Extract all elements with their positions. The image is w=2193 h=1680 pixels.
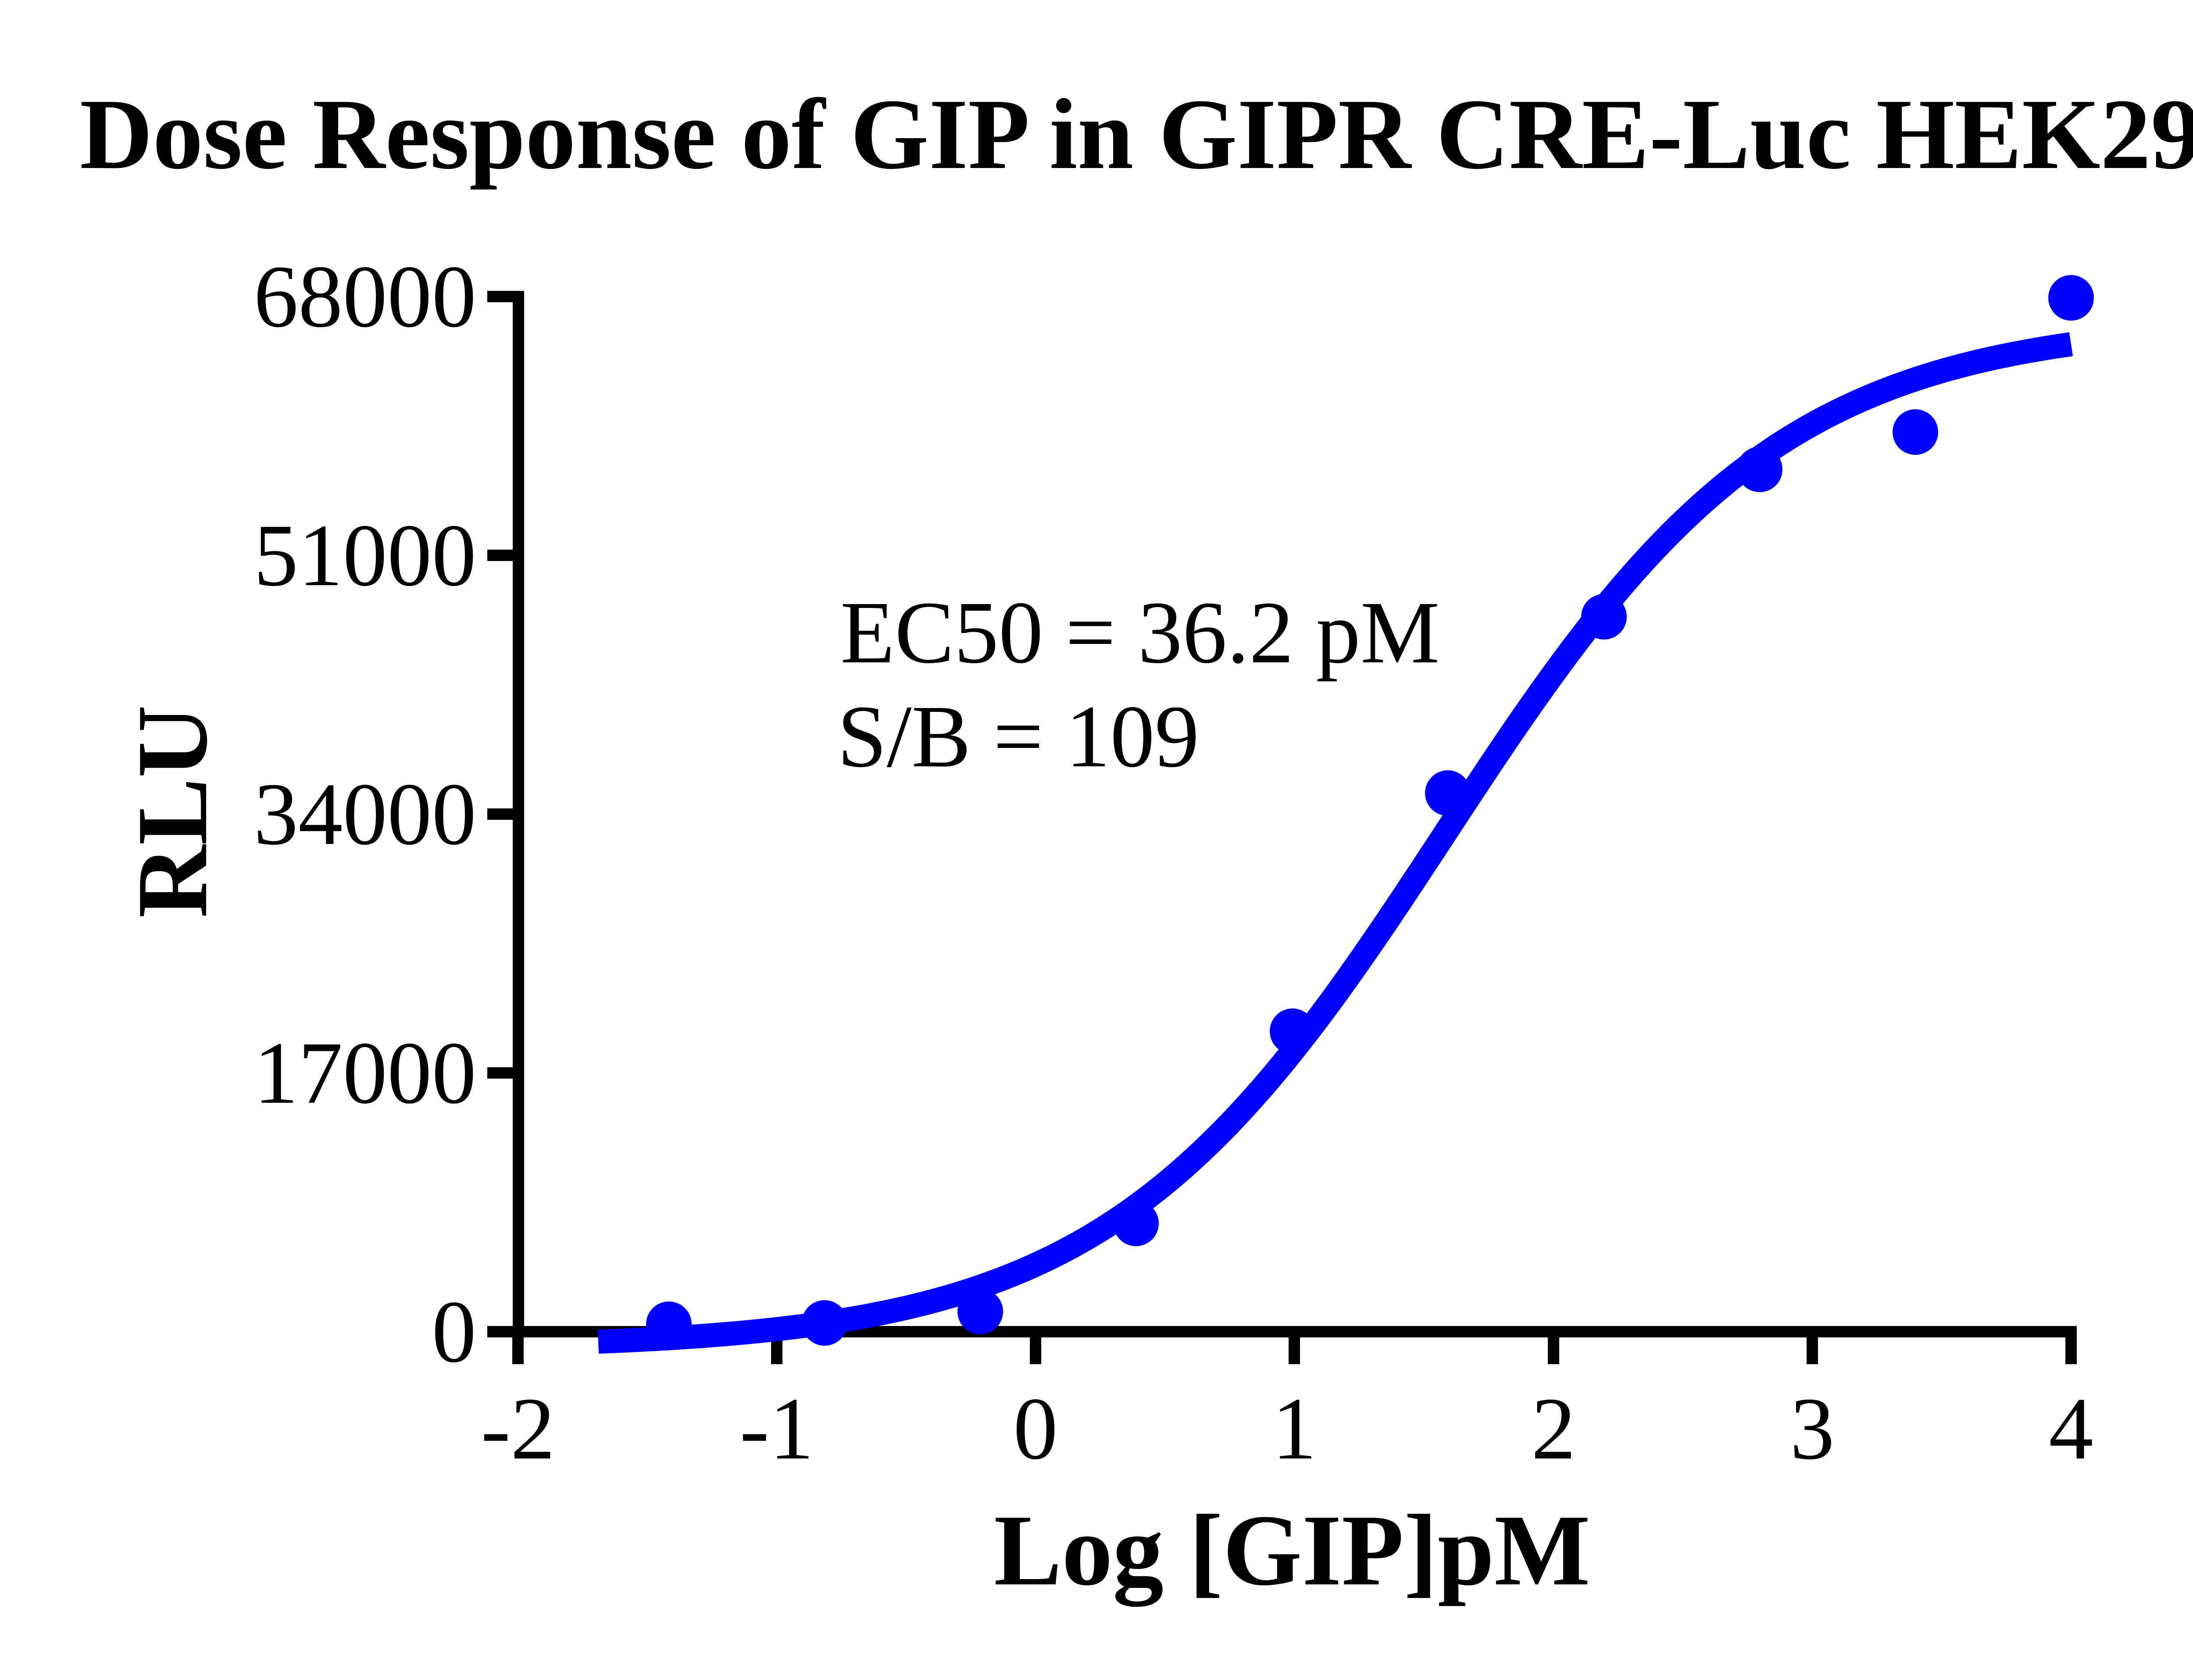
svg-text:1: 1 [1272,1379,1317,1478]
svg-text:2: 2 [1531,1379,1576,1478]
svg-text:3: 3 [1790,1379,1835,1478]
svg-text:51000: 51000 [254,506,477,604]
svg-text:-1: -1 [739,1379,814,1478]
svg-text:34000: 34000 [254,765,477,863]
svg-text:S/B = 109: S/B = 109 [837,687,1199,786]
svg-text:4: 4 [2049,1379,2093,1478]
svg-text:0: 0 [1013,1379,1058,1478]
svg-text:0: 0 [432,1282,477,1381]
svg-text:Dose Response of GIP in GIPR C: Dose Response of GIP in GIPR CRE-Luc HEK… [80,78,2193,190]
svg-text:17000: 17000 [254,1023,477,1122]
svg-text:EC50 = 36.2 pM: EC50 = 36.2 pM [840,583,1439,682]
svg-text:-2: -2 [481,1379,555,1478]
svg-text:RLU: RLU [116,705,228,918]
svg-text:68000: 68000 [254,247,477,346]
svg-text:Log [GIP]pM: Log [GIP]pM [994,1494,1590,1607]
